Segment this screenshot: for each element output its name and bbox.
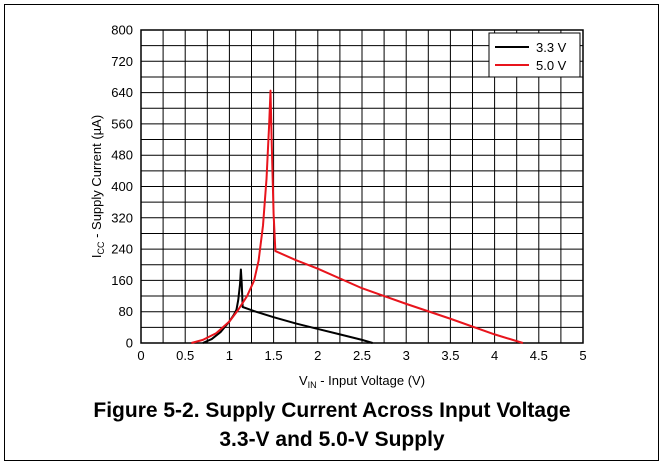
series-layer bbox=[191, 89, 524, 344]
x-tick-label: 1 bbox=[226, 348, 233, 363]
y-tick-label: 320 bbox=[111, 210, 133, 225]
x-axis-label: VIN - Input Voltage (V) bbox=[299, 373, 425, 390]
y-tick-label: 0 bbox=[126, 336, 133, 351]
x-tick-label: 1.5 bbox=[265, 348, 283, 363]
x-tick-label: 3 bbox=[403, 348, 410, 363]
y-tick-label: 800 bbox=[111, 23, 133, 38]
plot-area-border bbox=[140, 29, 584, 344]
x-tick-label: 4.5 bbox=[530, 348, 548, 363]
y-tick-label: 160 bbox=[111, 273, 133, 288]
x-tick-label: 2 bbox=[314, 348, 321, 363]
grid bbox=[141, 30, 583, 343]
legend: 3.3 V 5.0 V bbox=[488, 32, 581, 78]
figure-frame bbox=[4, 4, 659, 461]
x-tick-label: 5 bbox=[579, 348, 586, 363]
y-tick-label: 560 bbox=[111, 116, 133, 131]
series-line-5v0 bbox=[191, 89, 524, 344]
figure-caption-line2: 3.3-V and 5.0-V Supply bbox=[219, 428, 445, 451]
y-tick-label: 240 bbox=[111, 242, 133, 257]
y-tick-label: 480 bbox=[111, 148, 133, 163]
x-tick-label: 3.5 bbox=[441, 348, 459, 363]
x-tick-label: 0.5 bbox=[176, 348, 194, 363]
x-tick-label: 2.5 bbox=[353, 348, 371, 363]
legend-box bbox=[488, 32, 581, 78]
x-tick-label: 0 bbox=[137, 348, 144, 363]
y-axis-label: ICC - Supply Current (µA) bbox=[89, 115, 106, 258]
y-tick-labels: 0 80 160 240 320 400 480 560 640 720 800 bbox=[111, 23, 133, 351]
y-tick-label: 80 bbox=[119, 304, 133, 319]
legend-label-3v3: 3.3 V bbox=[536, 40, 567, 55]
y-tick-label: 640 bbox=[111, 85, 133, 100]
x-tick-labels: 0 0.5 1 1.5 2 2.5 3 3.5 4 4.5 5 bbox=[137, 348, 586, 363]
x-tick-label: 4 bbox=[491, 348, 498, 363]
y-tick-label: 720 bbox=[111, 54, 133, 69]
figure-caption-line1: Figure 5-2. Supply Current Across Input … bbox=[93, 399, 571, 422]
y-tick-label: 400 bbox=[111, 179, 133, 194]
legend-label-5v0: 5.0 V bbox=[536, 58, 567, 73]
